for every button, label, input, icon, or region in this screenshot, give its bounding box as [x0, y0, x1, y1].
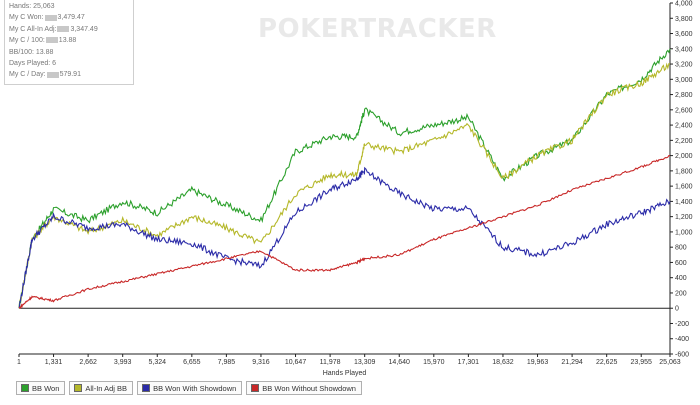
stat-allin: My C All-In Adj: 3,347.49	[9, 25, 98, 33]
stat-perday: My C / Day: 579.91	[9, 71, 81, 79]
series-line-2	[18, 166, 671, 309]
x-tick-label: 17,301	[458, 359, 480, 366]
y-tick-label: 3,800	[675, 16, 693, 23]
y-tick-label: -600	[675, 352, 689, 359]
y-tick-label: -400	[675, 336, 689, 343]
y-tick-label: 2,400	[675, 123, 693, 130]
x-tick-label: 15,970	[423, 359, 445, 366]
x-tick-label: 19,963	[527, 359, 549, 366]
y-tick-label: 600	[675, 260, 687, 267]
series-line-3	[18, 155, 670, 309]
legend-label: All-In Adj BB	[85, 383, 128, 393]
y-axis-ticks: -600 -400 -200 0 200 400 600 800 1,000 1,200 1,400…	[670, 1, 693, 359]
legend-label: BB Won	[32, 383, 60, 393]
x-tick-label: 10,647	[285, 359, 307, 366]
y-tick-label: 0	[675, 306, 679, 313]
legend-item[interactable]: BB Won	[16, 381, 66, 395]
x-tick-label: 18,632	[492, 359, 514, 366]
redacted-block	[57, 25, 70, 32]
x-tick-label: 22,625	[596, 359, 618, 366]
stat-hands: Hands: 25,063	[9, 3, 55, 10]
x-tick-label: 7,985	[218, 359, 236, 366]
stat-won: My C Won: 3,479.47	[9, 14, 85, 22]
stats-panel: Hands: 25,063 My C Won: 3,479.47 My C All…	[4, 0, 134, 85]
y-tick-label: 3,000	[675, 77, 693, 84]
y-tick-label: 800	[675, 245, 687, 252]
legend-item[interactable]: BB Won With Showdown	[137, 381, 243, 395]
legend-item[interactable]: BB Won Without Showdown	[246, 381, 362, 395]
y-tick-label: 3,200	[675, 62, 693, 69]
x-axis-label: Hands Played	[323, 370, 367, 377]
redacted-block	[44, 14, 57, 21]
x-tick-label: 1,331	[45, 359, 63, 366]
y-tick-label: 1,000	[675, 229, 693, 236]
x-tick-label: 3,993	[114, 359, 132, 366]
legend-label: BB Won With Showdown	[153, 383, 237, 393]
legend-swatch	[251, 384, 260, 392]
y-tick-label: 1,800	[675, 168, 693, 175]
y-tick-label: 1,400	[675, 199, 693, 206]
y-tick-label: 3,600	[675, 31, 693, 38]
y-tick-label: 1,200	[675, 214, 693, 221]
stat-per100: My C / 100: 13.88	[9, 37, 77, 45]
x-axis-ticks: 1 1,331 2,662 3,993 5,324 6,655 7,985 9,316 10,6…	[17, 354, 681, 366]
legend-swatch	[142, 384, 151, 392]
x-tick-label: 6,655	[183, 359, 201, 366]
y-tick-label: 4,000	[675, 1, 693, 8]
x-tick-label: 21,294	[561, 359, 583, 366]
x-tick-label: 13,309	[354, 359, 376, 366]
x-tick-label: 2,662	[79, 359, 97, 366]
series-line-0	[18, 48, 671, 309]
x-tick-label: 5,324	[149, 359, 167, 366]
legend-swatch	[74, 384, 83, 392]
redacted-block	[45, 37, 58, 44]
legend-swatch	[21, 384, 29, 392]
x-tick-label: 1	[17, 359, 21, 366]
redacted-block	[46, 71, 59, 78]
y-tick-label: 400	[675, 275, 687, 282]
legend-item[interactable]: All-In Adj BB	[69, 381, 134, 395]
stat-days: Days Played: 6	[9, 60, 57, 68]
y-tick-label: 2,800	[675, 92, 693, 99]
legend-label: BB Won Without Showdown	[262, 383, 356, 393]
x-tick-label: 23,955	[631, 359, 653, 366]
legend: BB Won All-In Adj BB BB Won With Showdown B…	[16, 381, 362, 395]
x-tick-label: 25,063	[659, 359, 681, 366]
y-tick-label: -200	[675, 321, 689, 328]
series-lines	[18, 48, 671, 309]
x-tick-label: 14,640	[389, 359, 411, 366]
y-tick-label: 2,600	[675, 107, 693, 114]
watermark-logo: POKERTRACKER	[258, 14, 497, 44]
y-tick-label: 1,600	[675, 184, 693, 191]
x-tick-label: 11,978	[320, 359, 341, 366]
y-tick-label: 2,200	[675, 138, 693, 145]
x-tick-label: 9,316	[252, 359, 270, 366]
y-tick-label: 3,400	[675, 46, 693, 53]
y-tick-label: 2,000	[675, 153, 693, 160]
y-tick-label: 200	[675, 290, 687, 297]
stat-bb100: BB/100: 13.88	[9, 48, 54, 56]
